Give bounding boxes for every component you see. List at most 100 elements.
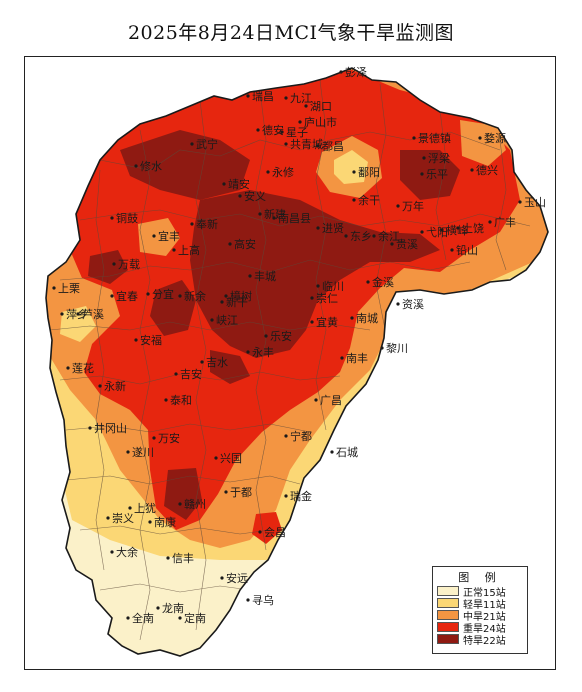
city-label: 永新 xyxy=(104,379,126,393)
city-label: 信丰 xyxy=(172,552,194,565)
city-label: 贵溪 xyxy=(396,238,418,251)
city-marker xyxy=(110,294,114,298)
city-label: 宜春 xyxy=(116,289,138,303)
city-label: 南城 xyxy=(356,312,378,325)
city-marker xyxy=(316,226,320,230)
zone-moderate-spot-wuyuan xyxy=(460,120,506,166)
city-label: 铅山 xyxy=(456,243,478,257)
city-marker xyxy=(298,120,302,124)
city-label: 南康 xyxy=(154,515,176,529)
city-label: 浮梁 xyxy=(428,151,450,165)
city-label: 宁都 xyxy=(290,429,312,443)
city-label: 莲花 xyxy=(72,362,94,375)
city-label: 上犹 xyxy=(134,502,156,515)
city-label: 武宁 xyxy=(196,137,218,151)
city-marker xyxy=(178,294,182,298)
city-marker xyxy=(134,338,138,342)
zone-severe-spot-huichang xyxy=(252,512,282,544)
city-marker xyxy=(88,426,92,430)
city-marker xyxy=(339,70,343,74)
city-label: 广丰 xyxy=(494,216,516,229)
city-label: 新干 xyxy=(226,295,248,309)
city-marker xyxy=(238,194,242,198)
legend: 图 例 正常15站 轻旱11站 中旱21站 重旱24站 特旱22站 xyxy=(432,566,528,654)
city-label: 星子 xyxy=(286,126,308,139)
city-marker xyxy=(518,200,522,204)
city-marker xyxy=(220,300,224,304)
city-marker xyxy=(178,616,182,620)
city-marker xyxy=(126,616,130,620)
legend-label-normal: 正常15站 xyxy=(463,587,506,599)
city-marker xyxy=(228,242,232,246)
city-label: 弋阳 xyxy=(426,226,448,239)
city-label: 乐平 xyxy=(426,168,448,181)
city-marker xyxy=(316,144,320,148)
city-label: 芦溪 xyxy=(82,308,104,321)
city-marker xyxy=(164,398,168,402)
city-label: 丰城 xyxy=(254,270,276,283)
city-label: 寻乌 xyxy=(252,593,274,607)
city-marker xyxy=(412,136,416,140)
city-label: 永修 xyxy=(272,165,294,179)
city-label: 吉安 xyxy=(180,367,202,381)
city-label: 峡江 xyxy=(216,313,238,327)
city-marker xyxy=(224,490,228,494)
city-label: 婺源 xyxy=(484,131,506,145)
city-marker xyxy=(304,104,308,108)
legend-swatch-light xyxy=(437,598,459,608)
legend-label-extreme: 特旱22站 xyxy=(463,635,506,647)
map-title: 2025年8月24日MCI气象干旱监测图 xyxy=(127,22,455,44)
city-label: 分宜 xyxy=(152,287,174,301)
city-marker xyxy=(172,248,176,252)
city-label: 瑞金 xyxy=(290,489,312,503)
city-marker xyxy=(372,234,376,238)
city-label: 南昌县 xyxy=(278,212,311,225)
city-marker xyxy=(110,550,114,554)
city-marker xyxy=(246,598,250,602)
zone-light-spot-pingxiang xyxy=(60,306,96,342)
city-label: 大余 xyxy=(116,545,138,559)
city-label: 安远 xyxy=(226,571,248,585)
city-label: 湖口 xyxy=(310,100,332,113)
legend-title: 图 例 xyxy=(458,571,502,584)
city-label: 上饶 xyxy=(462,222,484,235)
city-marker xyxy=(420,172,424,176)
legend-swatch-moderate xyxy=(437,610,459,620)
city-marker xyxy=(190,222,194,226)
city-marker xyxy=(222,182,226,186)
city-label: 余江 xyxy=(378,229,400,243)
city-marker xyxy=(450,248,454,252)
city-label: 鄱阳 xyxy=(358,166,380,179)
city-label: 彭泽 xyxy=(345,65,367,79)
city-label: 樟树 xyxy=(230,289,252,303)
city-label: 南丰 xyxy=(346,352,368,365)
map-frame xyxy=(24,56,556,670)
city-marker xyxy=(178,502,182,506)
city-marker xyxy=(350,316,354,320)
city-marker xyxy=(126,450,130,454)
city-label: 泰和 xyxy=(170,393,192,407)
city-marker xyxy=(310,296,314,300)
city-label: 遂川 xyxy=(132,445,154,459)
city-label: 万载 xyxy=(118,258,140,271)
legend-row-normal: 正常15站 xyxy=(437,585,527,599)
city-label: 庐山市 xyxy=(304,115,337,129)
legend-row-severe: 重旱24站 xyxy=(437,621,527,635)
city-marker xyxy=(314,398,318,402)
city-marker xyxy=(352,198,356,202)
city-marker xyxy=(330,450,334,454)
city-label: 上高 xyxy=(178,243,200,257)
city-marker xyxy=(396,302,400,306)
city-label: 余干 xyxy=(358,193,380,207)
city-marker xyxy=(248,274,252,278)
city-marker xyxy=(352,170,356,174)
city-marker xyxy=(166,556,170,560)
city-label: 临川 xyxy=(322,279,344,293)
city-marker xyxy=(344,234,348,238)
city-marker xyxy=(258,212,262,216)
city-marker xyxy=(420,230,424,234)
zone-extreme xyxy=(88,130,460,520)
city-marker xyxy=(396,204,400,208)
city-marker xyxy=(366,280,370,284)
